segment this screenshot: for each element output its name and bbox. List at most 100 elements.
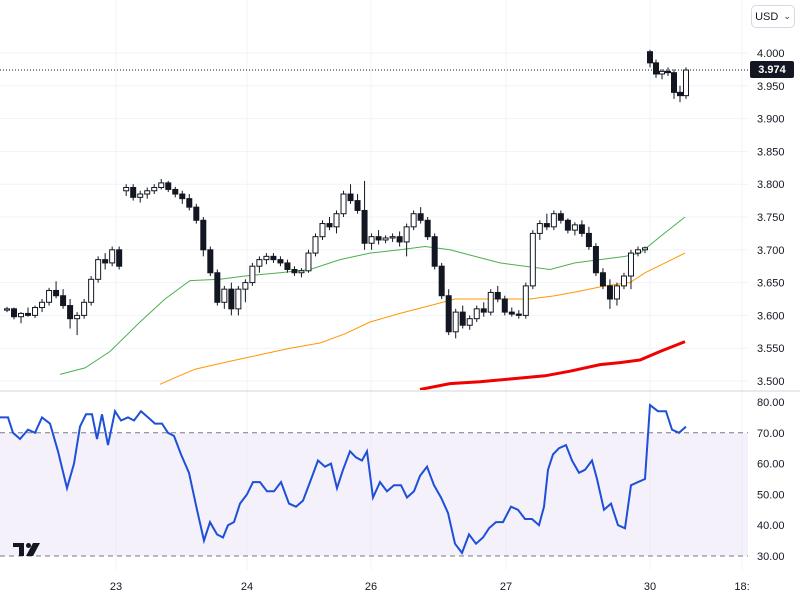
price-tick-label: 3.500 — [757, 376, 785, 388]
candle-body — [473, 308, 480, 320]
ma-line-1 — [59, 216, 686, 375]
tradingview-logo: TV — [13, 543, 40, 556]
candle-body — [487, 291, 494, 313]
candle-body — [480, 308, 487, 313]
candle-body — [459, 311, 466, 326]
price-tick-label: 3.950 — [757, 81, 785, 93]
candle-body — [452, 311, 459, 333]
candle-body — [249, 265, 256, 284]
candle-body — [424, 219, 431, 238]
candle-body — [193, 206, 200, 221]
price-tick-label: 3.700 — [757, 245, 785, 257]
time-tick-label: 27 — [500, 581, 512, 593]
price-tick-label: 3.750 — [757, 212, 785, 224]
candle-body — [4, 308, 10, 311]
candle-body — [683, 69, 689, 97]
candle-body — [228, 288, 235, 310]
candle-body — [671, 72, 677, 93]
rsi-tick-label: 70.00 — [757, 428, 785, 440]
candle-body — [60, 295, 67, 307]
candle-body — [642, 247, 648, 251]
candle-body — [333, 213, 340, 228]
candle-body — [186, 198, 193, 208]
candle-body — [354, 200, 361, 211]
candle-body — [543, 223, 550, 228]
candle-body — [158, 182, 165, 188]
price-tick-label: 3.900 — [757, 114, 785, 126]
rsi-axis: 80.00 70.00 60.00 50.00 40.00 30.00 — [757, 397, 785, 563]
candle-body — [67, 305, 74, 320]
currency-dropdown[interactable]: USD ⌄ — [751, 5, 795, 28]
price-tick-label: 3.550 — [757, 343, 785, 355]
candle-body — [571, 224, 578, 231]
candle-body — [494, 291, 501, 300]
candle-body — [207, 249, 214, 274]
candle-body — [361, 209, 368, 244]
candle-body — [165, 182, 172, 190]
candle-body — [144, 190, 151, 195]
candle-body — [305, 252, 312, 272]
rsi-line — [0, 403, 687, 555]
candle-body — [613, 285, 620, 300]
candle-body — [347, 193, 354, 202]
price-axis: 4.000 3.950 3.900 3.850 3.800 3.750 3.700 3.650… — [757, 48, 785, 388]
candle-body — [130, 186, 137, 198]
candle-body — [536, 223, 543, 234]
candle-body — [109, 249, 116, 264]
candle-body — [578, 224, 585, 234]
candle-body — [298, 270, 305, 274]
ma-line-2 — [159, 252, 686, 385]
rsi-tick-label: 80.00 — [757, 397, 785, 409]
candle-body — [375, 236, 382, 241]
rsi-tick-label: 60.00 — [757, 459, 785, 471]
candle-body — [81, 301, 88, 316]
candle-body — [291, 268, 298, 274]
candle-body — [53, 289, 60, 297]
rsi-panel — [0, 403, 748, 557]
rsi-tick-label: 50.00 — [757, 489, 785, 501]
candle-body — [592, 246, 599, 274]
candle-body — [95, 259, 102, 280]
time-tick-label: 23 — [110, 581, 122, 593]
time-tick-label: 26 — [365, 581, 377, 593]
candle-body — [417, 213, 424, 221]
candle-body — [466, 318, 473, 326]
candle-body — [263, 255, 270, 261]
price-tick-label: 4.000 — [757, 48, 785, 60]
candle-body — [200, 219, 207, 251]
candle-body — [529, 232, 536, 287]
candle-body — [653, 62, 659, 75]
candle-body — [270, 255, 277, 261]
candle-body — [659, 70, 665, 75]
candle-body — [634, 249, 641, 254]
candle-body — [620, 275, 627, 287]
candle-body — [396, 236, 403, 243]
candle-body — [18, 312, 25, 318]
last-price-badge: 3.974 — [750, 61, 794, 78]
candle-body — [647, 51, 653, 64]
candle-body — [116, 249, 123, 267]
candle-body — [74, 314, 81, 320]
candle-body — [32, 307, 39, 316]
candle-body — [368, 236, 375, 244]
price-tick-label: 3.800 — [757, 179, 785, 191]
candle-body — [256, 259, 263, 267]
candle-body — [515, 313, 522, 316]
candle-body — [585, 232, 592, 248]
candle-body — [221, 288, 228, 303]
time-tick-label: 30 — [644, 581, 656, 593]
candle-body — [438, 265, 445, 297]
candle-body — [410, 213, 417, 228]
candle-body — [39, 301, 46, 309]
chevron-down-icon: ⌄ — [783, 11, 791, 21]
candle-body — [172, 188, 179, 195]
candle-body — [522, 285, 529, 316]
candle-body — [179, 193, 186, 200]
candle-body — [389, 236, 396, 239]
time-axis: 23 24 26 27 30 18: — [110, 581, 750, 593]
candle-body — [123, 186, 130, 192]
candle-body — [403, 226, 410, 243]
candle-body — [151, 186, 158, 192]
candle-body — [599, 272, 606, 287]
